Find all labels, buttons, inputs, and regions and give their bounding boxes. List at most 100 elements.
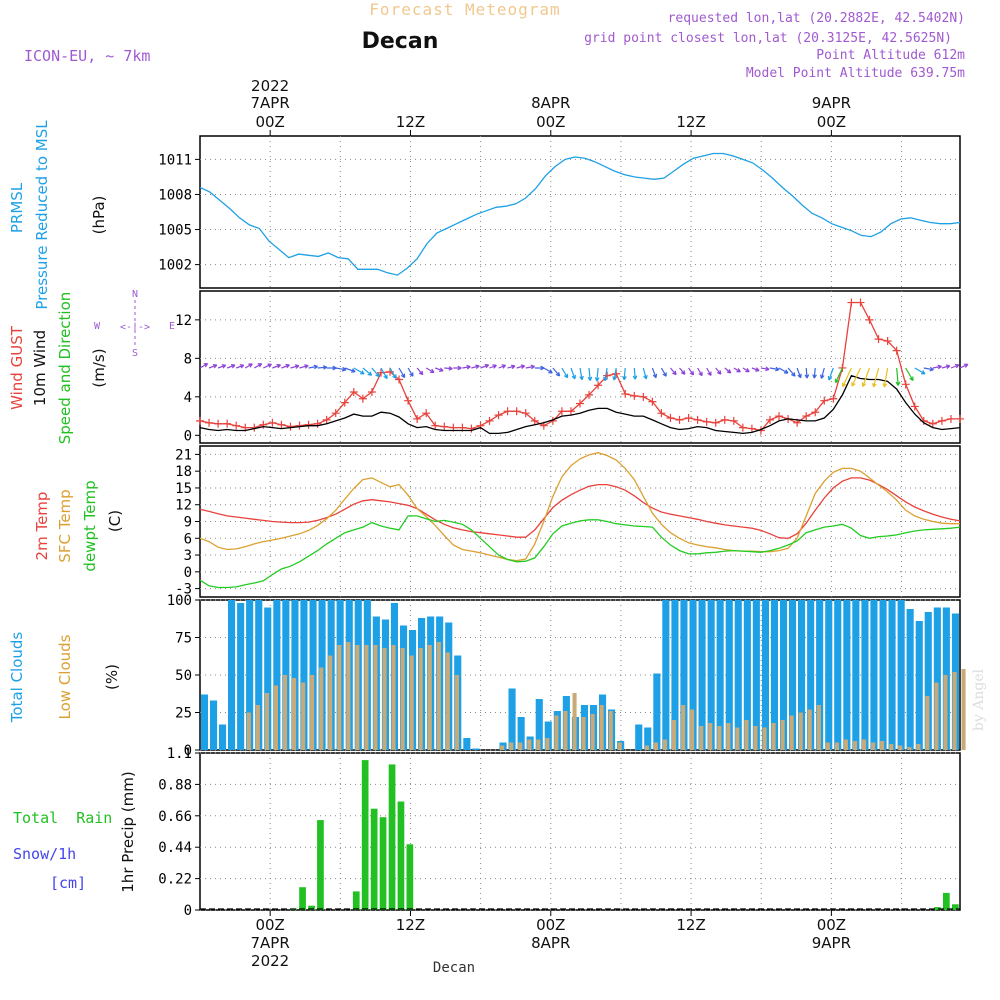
wind-arrow xyxy=(622,367,627,381)
gust-marker xyxy=(467,424,476,433)
clouds-bar-b xyxy=(255,705,260,750)
temperature-labels: 2m Temp SFC Temp dewpt Temp (C) xyxy=(33,480,124,571)
precip-axis-label: 1hr Precip (mm) xyxy=(119,771,137,892)
wind-arrow xyxy=(751,367,760,372)
clouds-bar-b xyxy=(717,726,722,750)
gust-marker xyxy=(367,388,376,397)
clouds-bar-a xyxy=(933,607,941,750)
wind-arrow xyxy=(812,367,817,379)
t2m-label: 2m Temp xyxy=(33,492,51,561)
clouds-bar-b xyxy=(590,714,595,750)
gust-marker xyxy=(358,394,367,403)
clouds-bar-a xyxy=(635,724,643,750)
gust-marker xyxy=(512,407,521,416)
cloud-labels: Total Clouds Low Clouds (%) xyxy=(8,632,121,724)
gust-marker xyxy=(820,396,829,405)
wind-arrow xyxy=(389,367,397,379)
clouds-bar-b xyxy=(617,742,622,750)
wind-arrow xyxy=(688,367,695,376)
bottom-date-label: 7APR xyxy=(251,934,290,952)
wind-arrow xyxy=(480,363,490,369)
gust-marker xyxy=(566,407,575,416)
gust-marker xyxy=(440,422,449,431)
wind-frame xyxy=(199,290,961,444)
clouds-bar-b xyxy=(889,744,894,750)
temperature-ytick-label: 9 xyxy=(184,515,192,531)
clouds-bar-a xyxy=(897,600,905,750)
clouds-bar-b xyxy=(690,709,695,750)
wind-arrow xyxy=(905,367,914,382)
wind-arrow xyxy=(579,367,584,381)
clouds-bar-b xyxy=(825,742,830,750)
wind-series-1 xyxy=(199,374,961,435)
wind-arrow xyxy=(561,367,569,379)
top-tick-label: 00Z xyxy=(255,113,284,131)
wind-arrow xyxy=(235,364,245,369)
clouds-bar-b xyxy=(961,669,966,750)
clouds-bar-b xyxy=(364,645,369,750)
clouds-bar-b xyxy=(780,720,785,750)
clouds-bar-a xyxy=(752,600,760,750)
gust-marker xyxy=(422,409,431,418)
wind-arrow xyxy=(516,364,526,369)
wind-ytick-label: 12 xyxy=(175,313,192,329)
clouds-bar-b xyxy=(798,712,803,750)
clouds-bar-b xyxy=(273,685,278,750)
gust-marker xyxy=(702,417,711,426)
clouds-bar-b xyxy=(310,675,315,750)
compass-rose: N S W E <-|-> xyxy=(94,289,175,359)
clouds-bar-b xyxy=(283,675,288,750)
gust-marker xyxy=(956,414,964,423)
wind-ytick-label: 4 xyxy=(184,390,192,406)
clouds-bar-b xyxy=(301,682,306,750)
gust-marker xyxy=(901,380,910,389)
wind-arrow xyxy=(612,367,617,381)
gust-marker xyxy=(738,423,747,432)
gust-marker xyxy=(684,413,693,422)
clouds-bar-b xyxy=(454,675,459,750)
clouds-bar-b xyxy=(726,723,731,750)
wind-arrow xyxy=(872,367,880,388)
sfc-temp-label: SFC Temp xyxy=(56,489,74,562)
bottom-tick-label: 00Z xyxy=(255,916,284,934)
clouds-bar-b xyxy=(563,711,568,750)
gust-marker xyxy=(874,335,883,344)
clouds-bar-b xyxy=(400,648,405,750)
top-tick-label: 12Z xyxy=(396,113,425,131)
clouds-bar-b xyxy=(581,717,586,750)
precip-bar-a xyxy=(370,808,378,910)
clouds-bar-b xyxy=(771,723,776,750)
clouds-bar-b xyxy=(337,645,342,750)
clouds-bar-a xyxy=(517,717,525,750)
wind-arrow xyxy=(344,367,356,373)
clouds-bar-b xyxy=(807,709,812,750)
gust-marker xyxy=(937,416,946,425)
gust-marker xyxy=(557,407,566,416)
wind-arrow xyxy=(697,367,703,377)
precip-ytick-label: 0.66 xyxy=(158,809,192,825)
location-title: Decan xyxy=(362,29,439,54)
gust-marker xyxy=(802,412,811,421)
wind-arrow xyxy=(594,367,600,382)
wind-arrow xyxy=(923,366,934,372)
wind-arrow xyxy=(244,363,253,369)
total-rain-label: Total Rain xyxy=(13,809,112,827)
clouds-bar-a xyxy=(915,621,923,750)
temperature-ytick-label: 15 xyxy=(175,481,192,497)
precip-panel: 0 0.22 0.44 0.66 0.88 1.1 xyxy=(158,746,961,919)
gust-marker xyxy=(946,414,955,423)
compass-n: N xyxy=(132,289,138,300)
clouds-bar-a xyxy=(200,694,208,750)
bottom-date-label: 9APR xyxy=(812,934,851,952)
clouds-bar-b xyxy=(518,742,523,750)
top-tick-label: 00Z xyxy=(817,113,846,131)
gust-marker xyxy=(720,415,729,424)
gust-marker xyxy=(431,421,440,430)
gust-marker xyxy=(503,407,512,416)
precip-bar-a xyxy=(397,801,405,910)
gust-marker xyxy=(883,337,892,346)
clouds-bar-a xyxy=(743,600,751,750)
pressure-series-0 xyxy=(199,152,961,276)
temperature-ytick-label: -3 xyxy=(175,582,192,598)
